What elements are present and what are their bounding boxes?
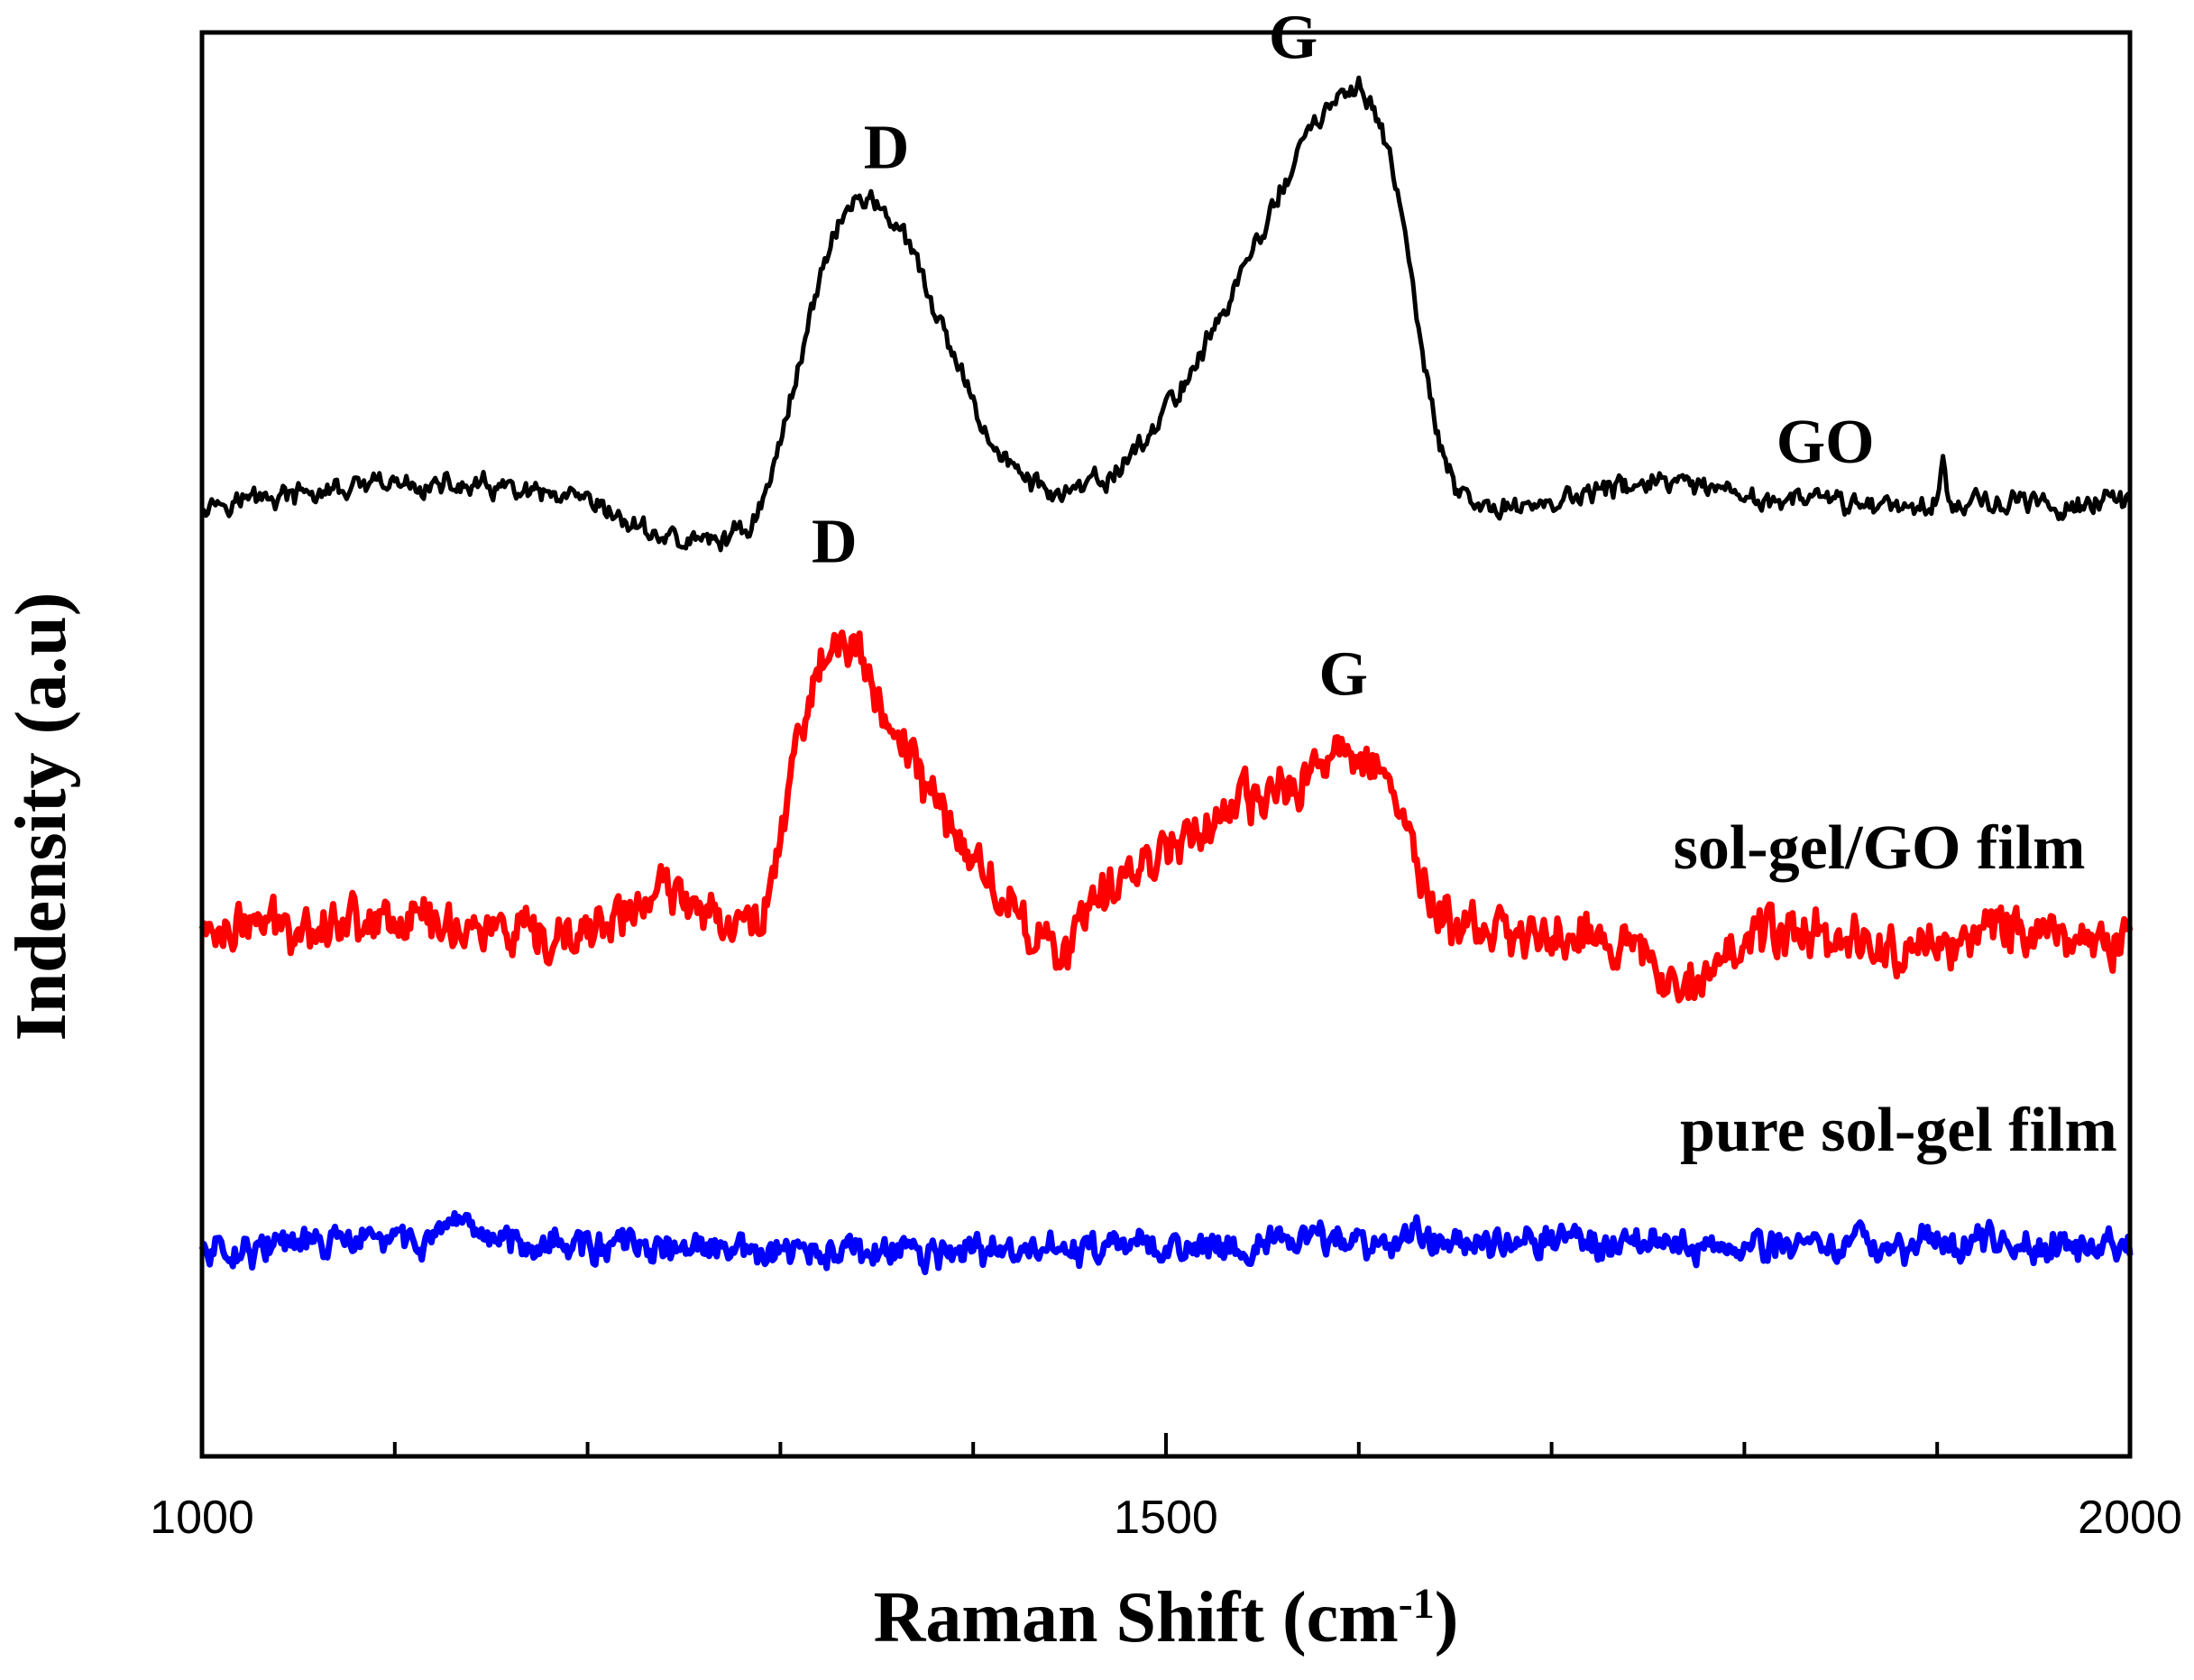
x-tick-label-2000: 2000 xyxy=(2078,1492,2182,1544)
annotation-d-3: D xyxy=(812,508,858,577)
x-axis-title-main: Raman Shift (cm xyxy=(874,1578,1399,1657)
x-axis-title-suffix: ) xyxy=(1435,1578,1459,1657)
annotation-pure-sol-gel-film-6: pure sol-gel film xyxy=(1680,1096,2117,1165)
x-tick-label-1500: 1500 xyxy=(1114,1492,1218,1544)
plot-layer xyxy=(198,75,2134,1276)
x-axis: 1000 1500 2000 xyxy=(150,1433,2182,1544)
annotation-sol-gel-go-film-5: sol-gel/GO film xyxy=(1674,813,2086,883)
series-line-pure-sol-gel-film xyxy=(198,1209,2134,1276)
annotation-g-1: G xyxy=(1269,4,1317,73)
annotation-d-0: D xyxy=(864,113,910,182)
x-axis-title-sup: -1 xyxy=(1399,1580,1435,1628)
series-line-sol-gel-go-film xyxy=(198,629,2134,1004)
y-axis-title: Indensity (a.u) xyxy=(2,592,81,1042)
x-axis-title: Raman Shift (cm-1) xyxy=(874,1578,1459,1657)
annotation-g-4: G xyxy=(1318,640,1367,710)
annotation-go-2: GO xyxy=(1776,408,1875,477)
series-line-go xyxy=(200,75,2133,553)
x-tick-label-1000: 1000 xyxy=(150,1492,254,1544)
